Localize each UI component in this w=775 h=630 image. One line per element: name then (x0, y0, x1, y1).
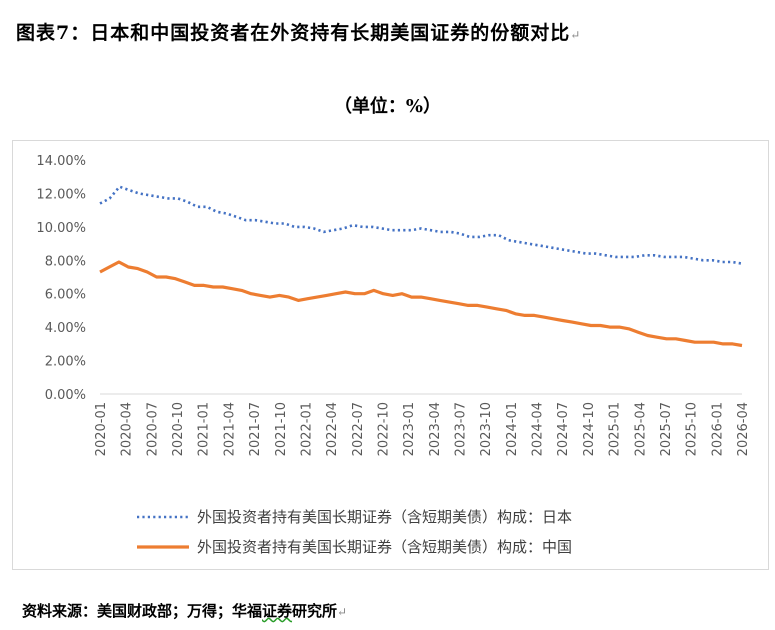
y-tick-label: 2.00% (45, 355, 86, 370)
x-tick-label: 2024-01 (505, 402, 520, 456)
x-tick-label: 2022-01 (299, 402, 314, 456)
x-tick-label: 2023-01 (402, 402, 417, 456)
x-tick-label: 2021-01 (197, 402, 212, 456)
chart-frame (12, 140, 769, 570)
line-chart: 0.00% 2.00% 4.00% 6.00% 8.00% 10.00% 12.00% 14.… (36, 154, 751, 556)
source-prefix: 资料来源：美国财政部；万得；华福 (22, 602, 263, 620)
x-tick-label: 2020-04 (120, 402, 135, 456)
x-tick-label: 2024-04 (531, 402, 546, 456)
return-mark-icon: ↵ (337, 605, 348, 619)
x-tick-label: 2026-04 (736, 402, 751, 456)
x-tick-label: 2022-10 (376, 402, 391, 456)
x-tick-label: 2024-10 (582, 402, 597, 456)
x-tick-label: 2021-07 (248, 402, 263, 456)
legend-label-japan: 外国投资者持有美国长期证券（含短期美债）构成：日本 (197, 508, 572, 526)
x-tick-label: 2023-10 (479, 402, 494, 456)
y-tick-label: 0.00% (45, 388, 86, 403)
y-tick-label: 4.00% (45, 321, 86, 336)
y-tick-label: 12.00% (36, 187, 86, 202)
x-tick-label: 2022-07 (351, 402, 366, 456)
figure-unit: （单位：%） (333, 96, 442, 117)
legend-label-china: 外国投资者持有美国长期证券（含短期美债）构成：中国 (197, 538, 572, 556)
source-wavy-text: 证券 (262, 602, 293, 620)
x-tick-label: 2021-04 (222, 402, 237, 456)
x-tick-label: 2023-04 (428, 402, 443, 456)
x-tick-label: 2022-04 (325, 402, 340, 456)
x-tick-label: 2025-07 (659, 402, 674, 456)
figure-title-text: 图表7：日本和中国投资者在外资持有长期美国证券的份额对比 (16, 22, 571, 44)
x-tick-label: 2020-07 (145, 402, 160, 456)
series-line-japan (99, 185, 743, 265)
source-suffix: 研究所 (292, 602, 338, 620)
x-tick-label: 2025-01 (608, 402, 623, 456)
figure-title: 图表7：日本和中国投资者在外资持有长期美国证券的份额对比↵ (16, 18, 581, 45)
x-tick-label: 2020-10 (171, 402, 186, 456)
x-tick-label: 2021-10 (274, 402, 289, 456)
x-tick-label: 2026-01 (710, 402, 725, 456)
return-mark-icon: ↵ (570, 28, 582, 42)
x-tick-label: 2024-07 (556, 402, 571, 456)
x-tick-label: 2020-01 (94, 402, 109, 456)
x-tick-label: 2025-04 (633, 402, 648, 456)
source-note: 资料来源：美国财政部；万得；华福证券研究所↵ (22, 600, 347, 621)
y-tick-label: 6.00% (45, 288, 86, 303)
series-line-china (99, 260, 743, 348)
y-tick-label: 14.00% (36, 154, 86, 169)
x-tick-label: 2023-07 (454, 402, 469, 456)
y-tick-label: 8.00% (45, 254, 86, 269)
y-tick-label: 10.00% (36, 221, 86, 236)
x-tick-label: 2025-10 (685, 402, 700, 456)
